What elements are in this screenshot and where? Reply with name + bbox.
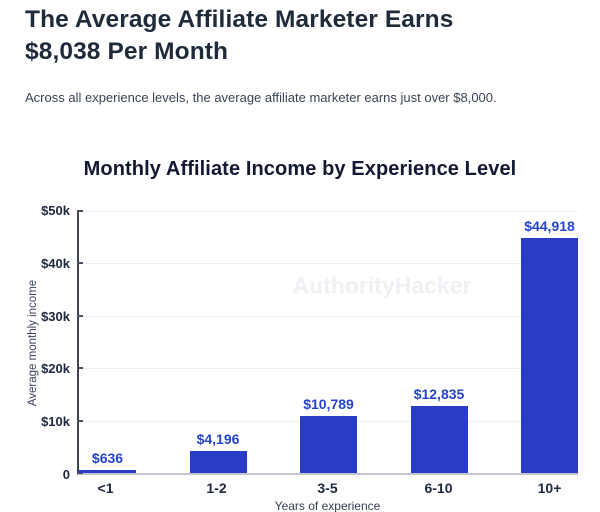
x-tick-label: 1-2 — [206, 480, 227, 496]
y-tick-label: $10k — [41, 414, 70, 430]
y-axis-tick-mark — [77, 419, 83, 422]
bar-value-label: $4,196 — [196, 431, 240, 448]
y-tick-label: $30k — [41, 308, 70, 324]
y-tick-label: $50k — [41, 203, 70, 218]
bar-slot: $4,196 — [189, 211, 247, 473]
bar-slot: $44,918 — [521, 211, 578, 473]
y-axis-tick-mark — [77, 210, 83, 212]
gridline — [79, 211, 578, 212]
y-axis-tick-mark — [77, 262, 83, 265]
bar-value-label: $636 — [91, 449, 124, 466]
page-title-line2: $8,038 Per Month — [25, 38, 229, 65]
y-axis-title: Average monthly income — [27, 279, 39, 407]
bar-slot: $12,835 — [410, 211, 468, 473]
bar — [300, 416, 357, 473]
y-axis-tick-mark — [77, 367, 83, 370]
gridline — [79, 368, 578, 370]
header: The Average Affiliate Marketer Earns $8,… — [0, 4, 600, 106]
y-axis-tick-mark — [77, 472, 83, 474]
bar — [79, 469, 136, 473]
bar — [189, 451, 247, 473]
bar-slot: $10,789 — [300, 211, 357, 473]
bar — [521, 237, 578, 473]
plot-area-wrapper: Average monthly income 0 $10k $20k $30k $40k… — [0, 204, 600, 482]
page-title: The Average Affiliate Marketer Earns $8,… — [25, 4, 575, 68]
gridline — [79, 315, 578, 317]
bar-slot: $636 — [79, 211, 136, 473]
bar-value-label: $12,835 — [413, 385, 465, 402]
gridline — [79, 263, 578, 265]
bar-chart: Monthly Affiliate Income by Experience L… — [0, 159, 600, 512]
x-tick-label: 10+ — [537, 480, 562, 496]
x-tick-label: 6-10 — [424, 480, 453, 496]
bar — [410, 405, 468, 473]
x-tick-labels: <1 1-2 3-5 6-10 10+ — [77, 480, 578, 496]
bar-value-label: $44,918 — [524, 217, 575, 234]
y-tick-label: 0 — [62, 467, 70, 482]
y-tick-label: $20k — [41, 361, 70, 377]
x-axis-title: Years of experience — [274, 499, 381, 512]
bars-container: $636 $4,196 $10,789 $12,835 $44,918 — [79, 211, 578, 473]
page-title-line1: The Average Affiliate Marketer Earns — [25, 6, 454, 33]
plot-area: AuthorityHacker $636 $4,196 $10,789 $12,835… — [77, 210, 578, 475]
x-tick-label: <1 — [97, 480, 114, 496]
y-tick-label: $40k — [41, 255, 70, 271]
y-axis-tick-mark — [77, 314, 83, 317]
bar-value-label: $10,789 — [303, 396, 354, 413]
x-tick-label: 3-5 — [317, 480, 338, 496]
chart-title: Monthly Affiliate Income by Experience L… — [83, 158, 517, 180]
page-subtitle: Across all experience levels, the averag… — [25, 90, 497, 105]
